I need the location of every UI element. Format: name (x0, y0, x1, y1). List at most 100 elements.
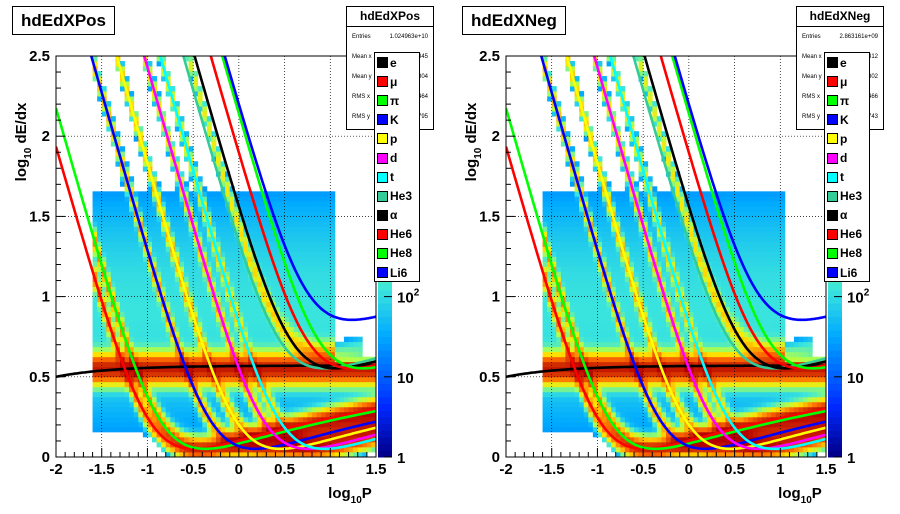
heatmap-cell (161, 236, 167, 242)
heatmap-cell (629, 246, 635, 252)
heatmap-cell (156, 331, 162, 338)
heatmap-cell (583, 346, 589, 353)
heatmap-cell (129, 286, 135, 292)
heatmap-cell (142, 396, 148, 403)
heatmap-cell (92, 371, 98, 378)
heatmap-cell (298, 291, 304, 297)
heatmap-cell (293, 341, 299, 348)
heatmap-cell (202, 231, 208, 237)
heatmap-cell (179, 286, 185, 292)
heatmap-cell (307, 281, 313, 287)
band-curve-he8 (220, 56, 376, 370)
heatmap-cell (234, 426, 240, 433)
heatmap-cell (202, 391, 208, 398)
heatmap-cell (115, 351, 121, 358)
heatmap-cell (629, 431, 635, 438)
legend-label: t (390, 170, 394, 185)
heatmap-cell (120, 216, 125, 222)
heatmap-cell (152, 261, 157, 267)
heatmap-cell (615, 191, 621, 197)
heatmap-cell (129, 261, 135, 267)
heatmap-cell (330, 346, 336, 353)
heatmap-cell (620, 366, 626, 373)
heatmap-cell (280, 361, 285, 368)
heatmap-cell (124, 321, 130, 328)
heatmap-cell (138, 406, 144, 413)
heatmap-cell (270, 251, 276, 257)
heatmap-cell (620, 191, 626, 197)
heatmap-cell (115, 406, 121, 413)
heatmap-cell (211, 131, 217, 137)
heatmap-cell (293, 261, 299, 267)
heatmap-cell (551, 326, 557, 333)
heatmap-cell (542, 386, 548, 393)
heatmap-cell (257, 306, 263, 313)
heatmap-cell (170, 306, 176, 313)
heatmap-cell (565, 391, 571, 398)
heatmap-cell (238, 406, 244, 413)
heatmap-cell (110, 266, 116, 272)
heatmap-cell (147, 196, 153, 202)
heatmap-cell (120, 251, 125, 257)
heatmap-cell (248, 426, 253, 433)
heatmap-cell (597, 261, 603, 267)
legend-item: α (375, 206, 419, 225)
heatmap-cell (615, 346, 621, 353)
heatmap-cell (156, 421, 162, 428)
heatmap-cell (565, 136, 571, 142)
heatmap-cell (597, 296, 603, 303)
heatmap-cell (611, 196, 617, 202)
heatmap-cell (602, 81, 607, 87)
heatmap-cell (261, 361, 267, 368)
heatmap-cell (197, 181, 203, 187)
heatmap-cell (174, 446, 180, 453)
heatmap-cell (556, 101, 562, 107)
heatmap-cell (124, 281, 130, 287)
heatmap-cell (152, 361, 157, 368)
heatmap-cell (152, 306, 157, 313)
heatmap-cell (165, 306, 171, 313)
heatmap-cell (574, 361, 580, 368)
heatmap-cell (216, 401, 221, 408)
heatmap-cell (565, 231, 571, 237)
heatmap-cell (629, 396, 635, 403)
heatmap-cell (634, 181, 639, 187)
heatmap-cell (101, 206, 107, 212)
heatmap-cell (133, 266, 139, 272)
heatmap-cell (583, 341, 589, 348)
heatmap-cell (570, 246, 575, 252)
heatmap-cell (138, 341, 144, 348)
heatmap-cell (220, 261, 226, 267)
heatmap-cell (124, 186, 130, 192)
heatmap-cell (592, 301, 598, 308)
heatmap-cell (179, 381, 185, 388)
heatmap-cell (647, 366, 653, 373)
heatmap-cell (129, 246, 135, 252)
heatmap-cell (325, 226, 331, 232)
heatmap-cell (634, 331, 639, 338)
heatmap-cell (266, 441, 272, 448)
heatmap-cell (583, 286, 589, 292)
heatmap-cell (629, 441, 635, 448)
heatmap-cell (357, 391, 363, 398)
heatmap-cell (307, 236, 313, 242)
heatmap-cell (179, 246, 185, 252)
heatmap-cell (551, 91, 557, 97)
heatmap-cell (165, 446, 171, 453)
heatmap-cell (156, 251, 162, 257)
heatmap-cell (97, 346, 103, 353)
heatmap-cell (257, 386, 263, 393)
heatmap-cell (129, 406, 135, 413)
heatmap-cell (542, 356, 548, 363)
heatmap-cell (330, 261, 336, 267)
heatmap-cell (238, 286, 244, 292)
heatmap-cell (252, 306, 258, 313)
heatmap-cell (261, 441, 267, 448)
heatmap-cell (124, 381, 130, 388)
heatmap-cell (170, 386, 176, 393)
heatmap-cell (298, 411, 304, 418)
x-tick-label: -2 (49, 461, 62, 478)
heatmap-cell (570, 181, 575, 187)
heatmap-cell (293, 411, 299, 418)
heatmap-cell (597, 381, 603, 388)
